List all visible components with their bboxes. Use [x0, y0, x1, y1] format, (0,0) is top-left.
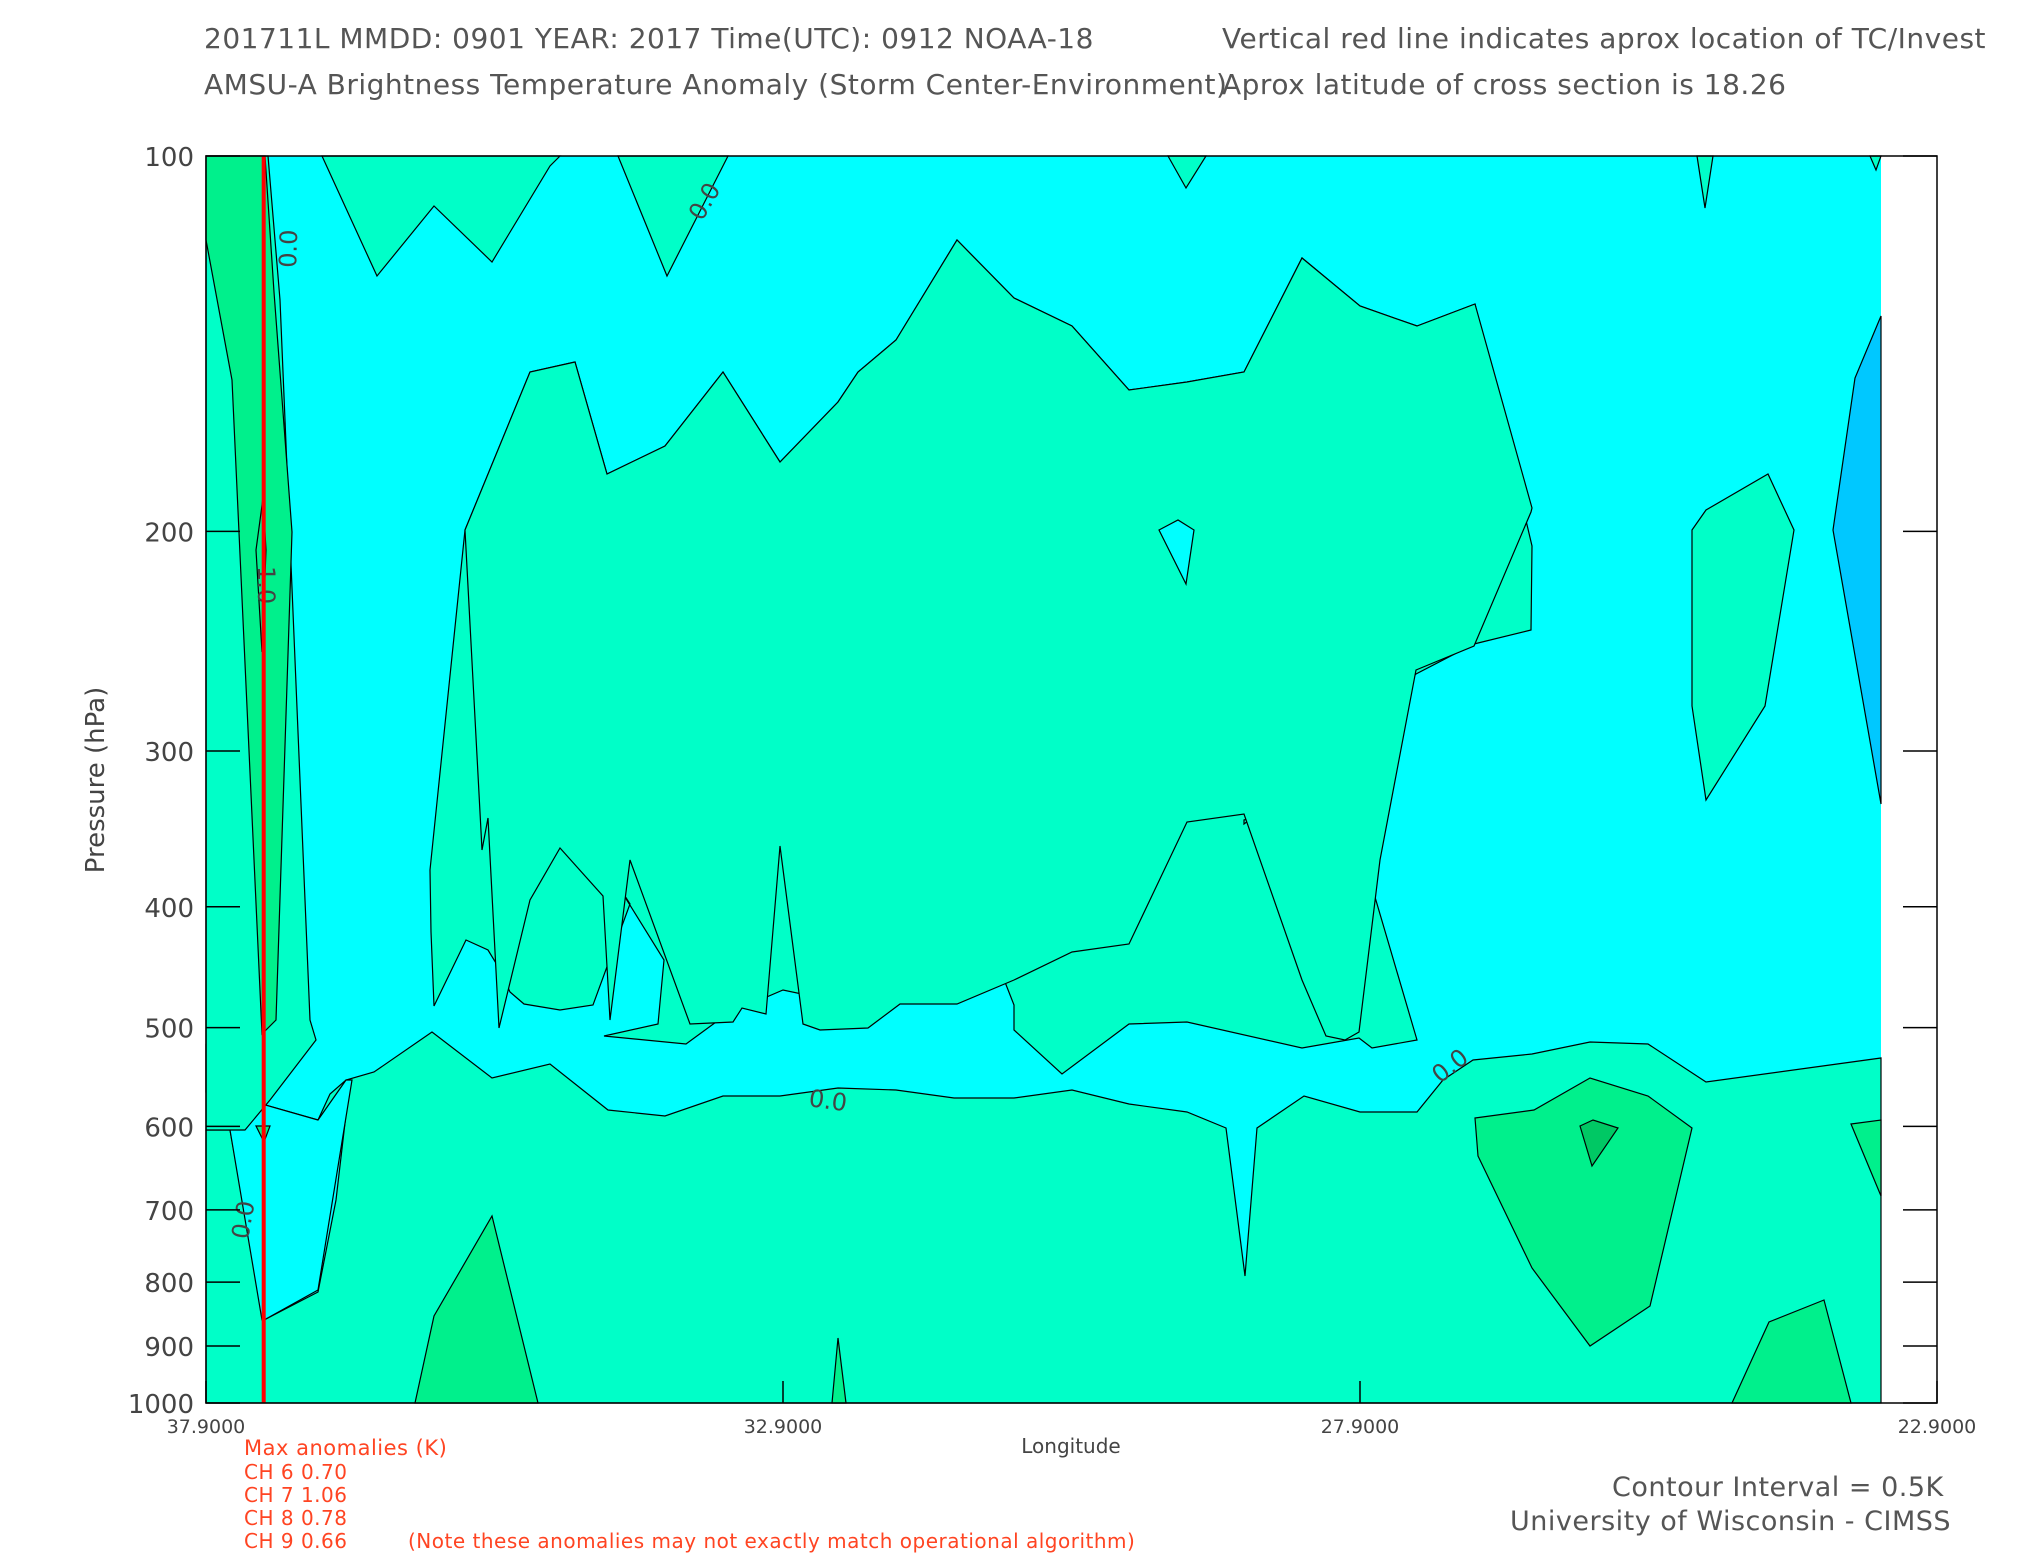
y-tick-label-1: 200	[144, 518, 194, 548]
header-line2-right: Aprox latitude of cross section is 18.26	[1222, 68, 1787, 101]
anomaly-note: (Note these anomalies may not exactly ma…	[408, 1529, 1136, 1553]
contour-interval: Contour Interval = 0.5K	[1612, 1472, 1944, 1503]
y-axis: 100 200 300 400 500 600 700 800 900 1000	[128, 143, 1937, 1420]
anomaly-row-ch6: CH 6 0.70	[244, 1460, 348, 1484]
teal-strip-right	[1691, 473, 1795, 802]
y-tick-label-9: 1000	[128, 1390, 194, 1420]
cyan-pocket-mid	[1158, 519, 1195, 586]
x-tick-label-0: 37.9000	[167, 1416, 246, 1438]
contour-label-5: 1.0	[252, 566, 280, 604]
cold-region-right	[1832, 315, 1882, 805]
y-tick-label-8: 900	[144, 1333, 194, 1363]
y-tick-label-4: 500	[144, 1015, 194, 1045]
anomaly-row-ch9: CH 9 0.66	[244, 1529, 348, 1553]
y-tick-label-7: 800	[144, 1269, 194, 1299]
y-tick-label-6: 700	[144, 1197, 194, 1227]
contour-label-6: 0.0	[226, 1199, 260, 1241]
x-tick-label-2: 27.9000	[1321, 1416, 1400, 1438]
plot-frame	[205, 155, 1938, 1404]
y-tick-label-2: 300	[144, 738, 194, 768]
y-tick-label-3: 400	[144, 894, 194, 924]
x-tick-label-3: 22.9000	[1898, 1416, 1977, 1438]
green-blob-right	[1474, 1077, 1693, 1347]
green-blob-right-edge	[1850, 1119, 1882, 1197]
x-axis-label: Longitude	[1021, 1434, 1120, 1458]
contour-label-3: 0.0	[807, 1084, 849, 1117]
header-line2-left: AMSU-A Brightness Temperature Anomaly (S…	[204, 68, 1228, 101]
x-tick-label-1: 32.9000	[744, 1416, 823, 1438]
y-tick-label-0: 100	[144, 143, 194, 173]
x-axis: 37.9000 32.9000 27.9000 22.9000	[167, 1381, 1977, 1438]
header-line1-right: Vertical red line indicates aprox locati…	[1222, 22, 1987, 55]
anomaly-row-ch8: CH 8 0.78	[244, 1506, 348, 1530]
green-inner-right	[1579, 1119, 1619, 1168]
contour-field: 0.0 0.0 0.0 0.0 1.0 0.0	[205, 155, 1882, 1404]
header-line1-left: 201711L MMDD: 0901 YEAR: 2017 Time(UTC):…	[204, 22, 1094, 55]
credit: University of Wisconsin - CIMSS	[1510, 1506, 1952, 1537]
contour-label-1: 0.0	[274, 229, 303, 268]
teal-region-mid-b	[464, 239, 1533, 1041]
y-tick-label-5: 600	[144, 1113, 194, 1143]
anomalies-title: Max anomalies (K)	[244, 1436, 448, 1460]
y-axis-label: Pressure (hPa)	[81, 687, 111, 874]
anomaly-row-ch7: CH 7 1.06	[244, 1483, 348, 1507]
